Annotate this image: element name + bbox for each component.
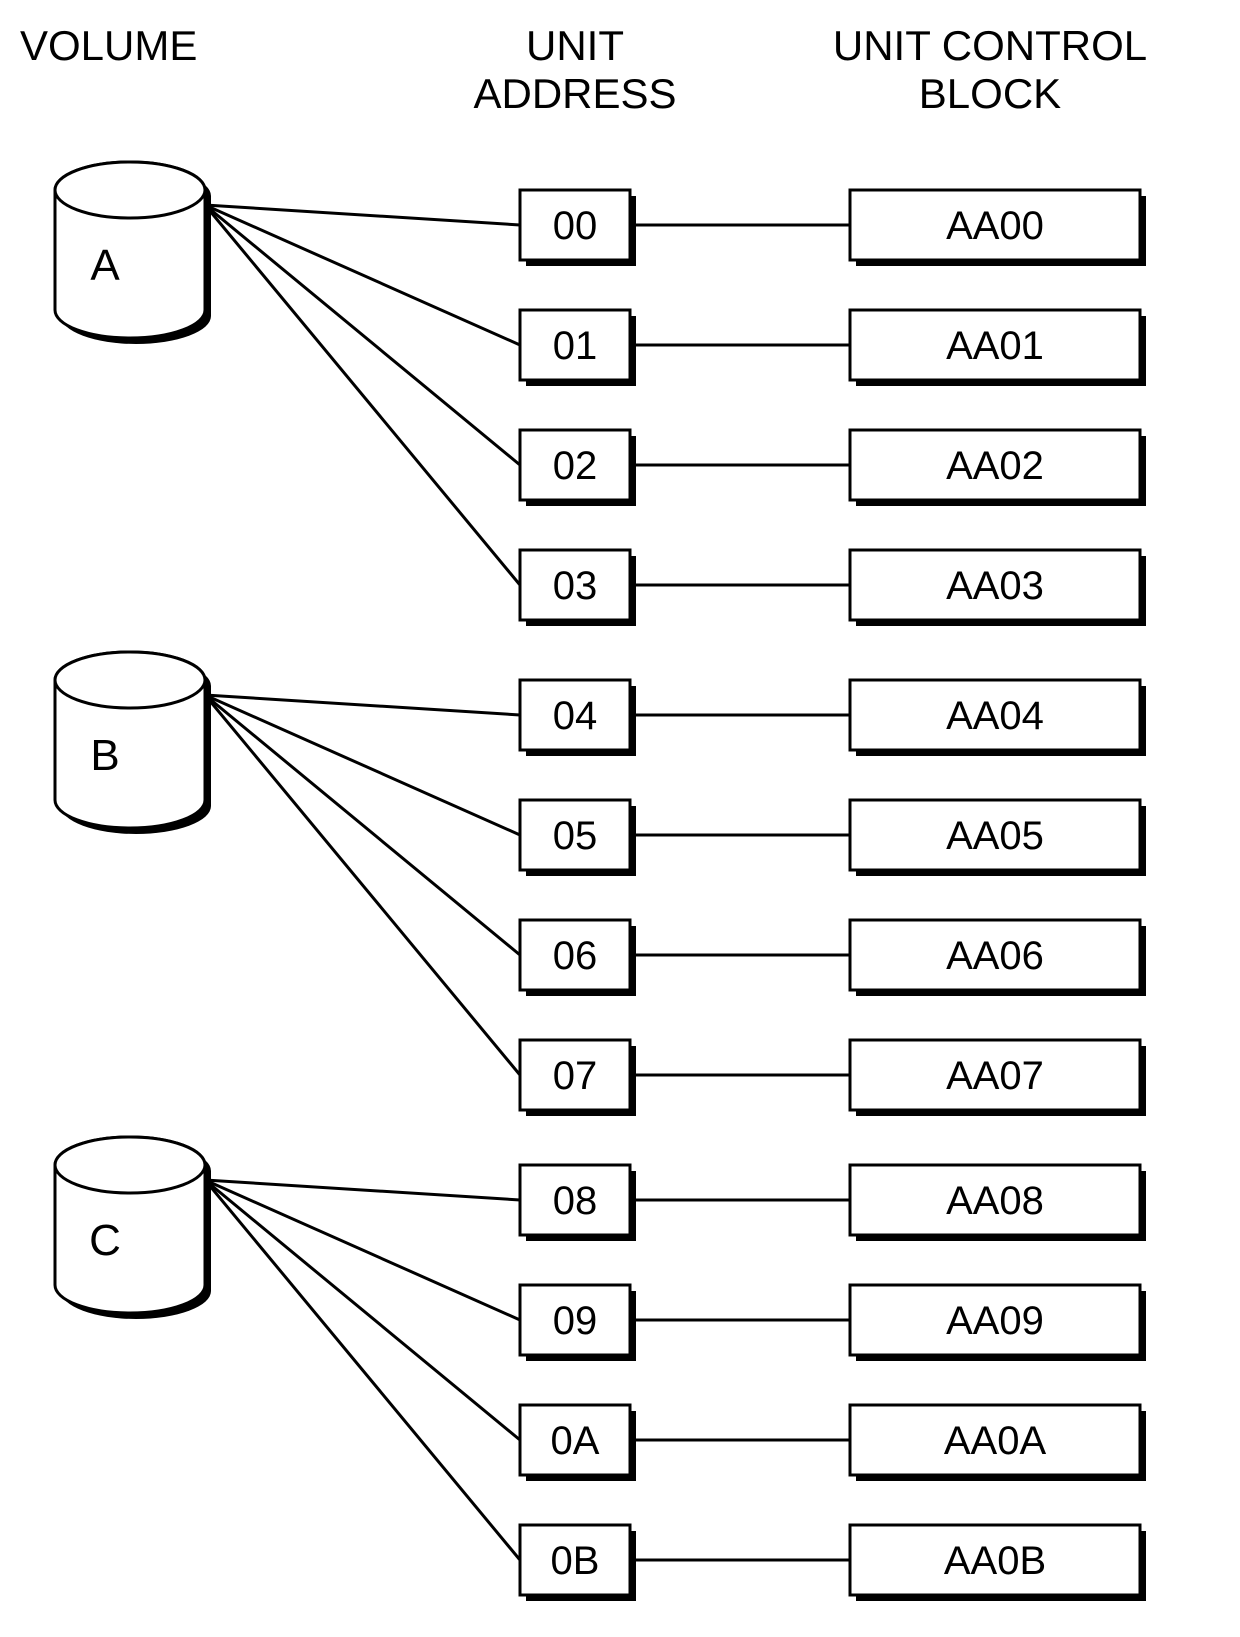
volume-label-B: B (90, 731, 119, 780)
header-volume: VOLUME (20, 22, 197, 69)
ucb-label-10: AA0A (944, 1419, 1047, 1463)
addr-label-6: 06 (553, 934, 598, 978)
volume-top-A (55, 162, 205, 218)
header-unit-control-l1: UNIT CONTROL (833, 22, 1147, 69)
addr-label-9: 09 (553, 1299, 598, 1343)
ucb-label-8: AA08 (946, 1179, 1044, 1223)
addr-label-4: 04 (553, 694, 598, 738)
volume-top-B (55, 652, 205, 708)
ucb-label-7: AA07 (946, 1054, 1044, 1098)
header-unit-control-l2: BLOCK (919, 70, 1061, 117)
addr-label-7: 07 (553, 1054, 598, 1098)
volume-top-C (55, 1137, 205, 1193)
ucb-label-4: AA04 (946, 694, 1044, 738)
ucb-label-5: AA05 (946, 814, 1044, 858)
addr-label-8: 08 (553, 1179, 598, 1223)
volume-label-A: A (90, 241, 120, 290)
addr-label-1: 01 (553, 324, 598, 368)
addr-label-3: 03 (553, 564, 598, 608)
diagram-canvas: VOLUME UNITADDRESS UNIT CONTROLBLOCK A B C 00 A… (0, 0, 1240, 1637)
ucb-label-9: AA09 (946, 1299, 1044, 1343)
header-unit-address-l1: UNIT (526, 22, 624, 69)
ucb-label-1: AA01 (946, 324, 1044, 368)
addr-label-10: 0A (551, 1419, 600, 1463)
ucb-label-2: AA02 (946, 444, 1044, 488)
volume-label-C: C (89, 1216, 121, 1265)
ucb-label-6: AA06 (946, 934, 1044, 978)
ucb-label-0: AA00 (946, 204, 1044, 248)
addr-label-2: 02 (553, 444, 598, 488)
ucb-label-3: AA03 (946, 564, 1044, 608)
addr-label-11: 0B (551, 1539, 600, 1583)
addr-label-0: 00 (553, 204, 598, 248)
addr-label-5: 05 (553, 814, 598, 858)
header-unit-address-l2: ADDRESS (473, 70, 676, 117)
ucb-label-11: AA0B (944, 1539, 1046, 1583)
